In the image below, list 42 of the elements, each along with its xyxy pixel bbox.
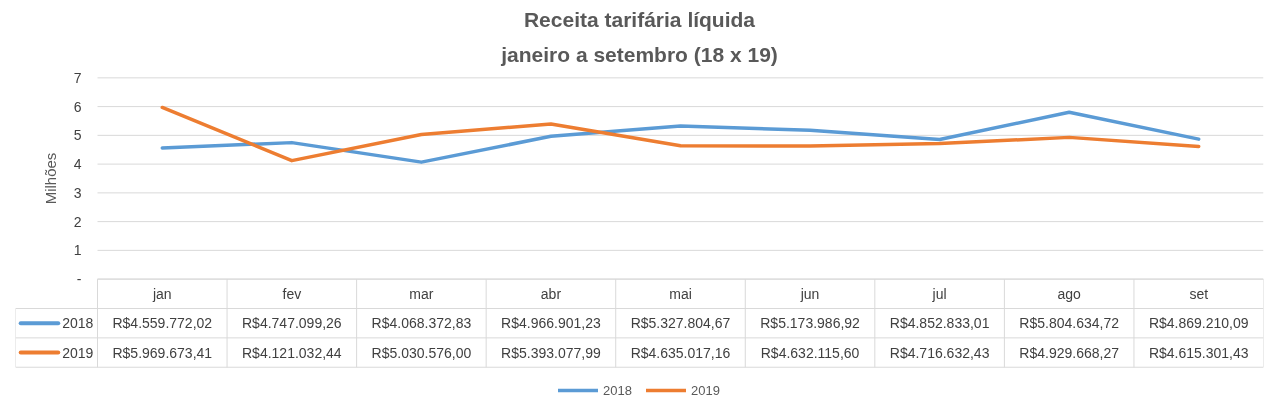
x-tick-label: mar xyxy=(409,285,434,302)
y-axis-title: Milhões xyxy=(41,152,59,205)
data-label: R$5.969.673,41 xyxy=(112,344,213,361)
legend-label: 2018 xyxy=(62,315,94,332)
data-label: R$5.393.077,99 xyxy=(501,344,601,361)
chart-title: Receita tarifária líquida xyxy=(523,7,756,31)
x-tick-label: jul xyxy=(931,285,947,302)
text: 2019 xyxy=(691,382,720,398)
x-tick-label: ago xyxy=(1057,285,1082,302)
y-tick-label: - xyxy=(76,271,82,288)
y-tick-label: 6 xyxy=(73,98,82,115)
data-label: R$4.747.099,26 xyxy=(242,315,342,332)
data-label: R$4.852.833,01 xyxy=(889,315,990,332)
text: 2018 xyxy=(603,382,632,398)
data-label: R$4.635.017,16 xyxy=(630,344,731,361)
data-label: R$4.068.372,83 xyxy=(371,315,472,332)
data-label: R$4.615.301,43 xyxy=(1148,344,1249,361)
data-label: R$5.030.576,00 xyxy=(371,344,472,361)
data-label: R$4.966.901,23 xyxy=(501,315,601,332)
data-label: R$5.173.986,92 xyxy=(760,315,861,332)
data-label: R$4.716.632,43 xyxy=(889,344,990,361)
y-tick-label: 5 xyxy=(73,127,82,144)
chart-subtitle: janeiro a setembro (18 x 19) xyxy=(500,42,778,66)
y-tick-label: 3 xyxy=(73,184,82,201)
x-tick-label: jan xyxy=(151,285,172,302)
data-label: R$4.929.668,27 xyxy=(1019,344,1120,361)
x-tick-label: set xyxy=(1189,285,1209,302)
legend-label: 2019 xyxy=(62,344,94,361)
x-tick-label: abr xyxy=(540,285,562,302)
y-tick-label: 7 xyxy=(73,69,82,86)
y-tick-label: 2 xyxy=(73,213,82,230)
data-label: R$4.559.772,02 xyxy=(112,315,213,332)
y-tick-label: 4 xyxy=(73,156,82,173)
x-tick-label: fev xyxy=(282,285,302,302)
data-label: R$5.327.804,67 xyxy=(630,315,731,332)
data-label: R$4.121.032,44 xyxy=(242,344,342,361)
data-label: R$4.632.115,60 xyxy=(760,344,860,361)
y-tick-label: 1 xyxy=(73,242,82,259)
x-tick-label: mai xyxy=(669,285,692,302)
x-tick-label: jun xyxy=(799,285,820,302)
data-label: R$5.804.634,72 xyxy=(1019,315,1120,332)
data-label: R$4.869.210,09 xyxy=(1148,315,1249,332)
